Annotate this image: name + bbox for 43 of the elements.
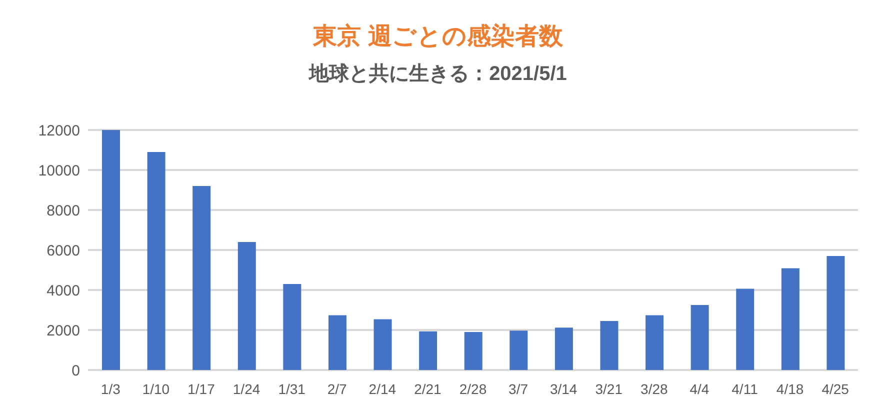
y-tick-label: 4000	[46, 282, 80, 300]
bar	[600, 321, 618, 370]
x-tick-label: 3/14	[550, 380, 578, 397]
bar	[374, 319, 392, 370]
x-tick-label: 4/4	[690, 380, 710, 397]
y-tick-label: 2000	[46, 322, 80, 340]
y-tick-label: 10000	[38, 162, 80, 180]
bar	[736, 288, 754, 370]
bar	[781, 268, 800, 370]
y-tick-label: 0	[72, 362, 80, 380]
bar	[554, 328, 573, 370]
bar	[328, 315, 346, 370]
bar	[238, 242, 256, 370]
bar	[102, 130, 120, 370]
x-tick-label: 2/7	[327, 380, 348, 397]
bar	[192, 186, 211, 370]
x-tick-label: 1/10	[142, 380, 170, 397]
bar	[147, 152, 166, 370]
x-tick-label: 3/21	[595, 380, 623, 397]
chart-subtitle: 地球と共に生きる：2021/5/1	[307, 62, 568, 87]
y-tick-label: 12000	[38, 122, 80, 140]
bar	[419, 331, 438, 370]
y-tick-label: 8000	[46, 202, 80, 220]
bar	[510, 330, 528, 370]
chart-title: 東京 週ごとの感染者数	[312, 22, 564, 52]
x-tick-label: 3/7	[508, 380, 528, 397]
bar	[690, 305, 709, 370]
x-tick-label: 2/14	[368, 380, 396, 397]
x-tick-label: 1/3	[100, 380, 121, 397]
x-tick-label: 3/28	[640, 380, 668, 397]
y-tick-label: 6000	[46, 242, 80, 260]
x-tick-label: 1/17	[188, 380, 216, 397]
x-tick-label: 2/28	[459, 380, 487, 397]
bar	[646, 315, 664, 370]
x-tick-label: 2/21	[414, 380, 442, 397]
bar	[283, 284, 302, 370]
x-tick-label: 1/31	[278, 380, 306, 397]
x-tick-label: 4/18	[776, 380, 804, 397]
x-tick-label: 4/25	[822, 380, 850, 397]
x-tick-label: 4/11	[732, 380, 758, 397]
x-tick-label: 1/24	[232, 380, 260, 397]
bar	[464, 332, 482, 370]
bar	[826, 256, 845, 370]
